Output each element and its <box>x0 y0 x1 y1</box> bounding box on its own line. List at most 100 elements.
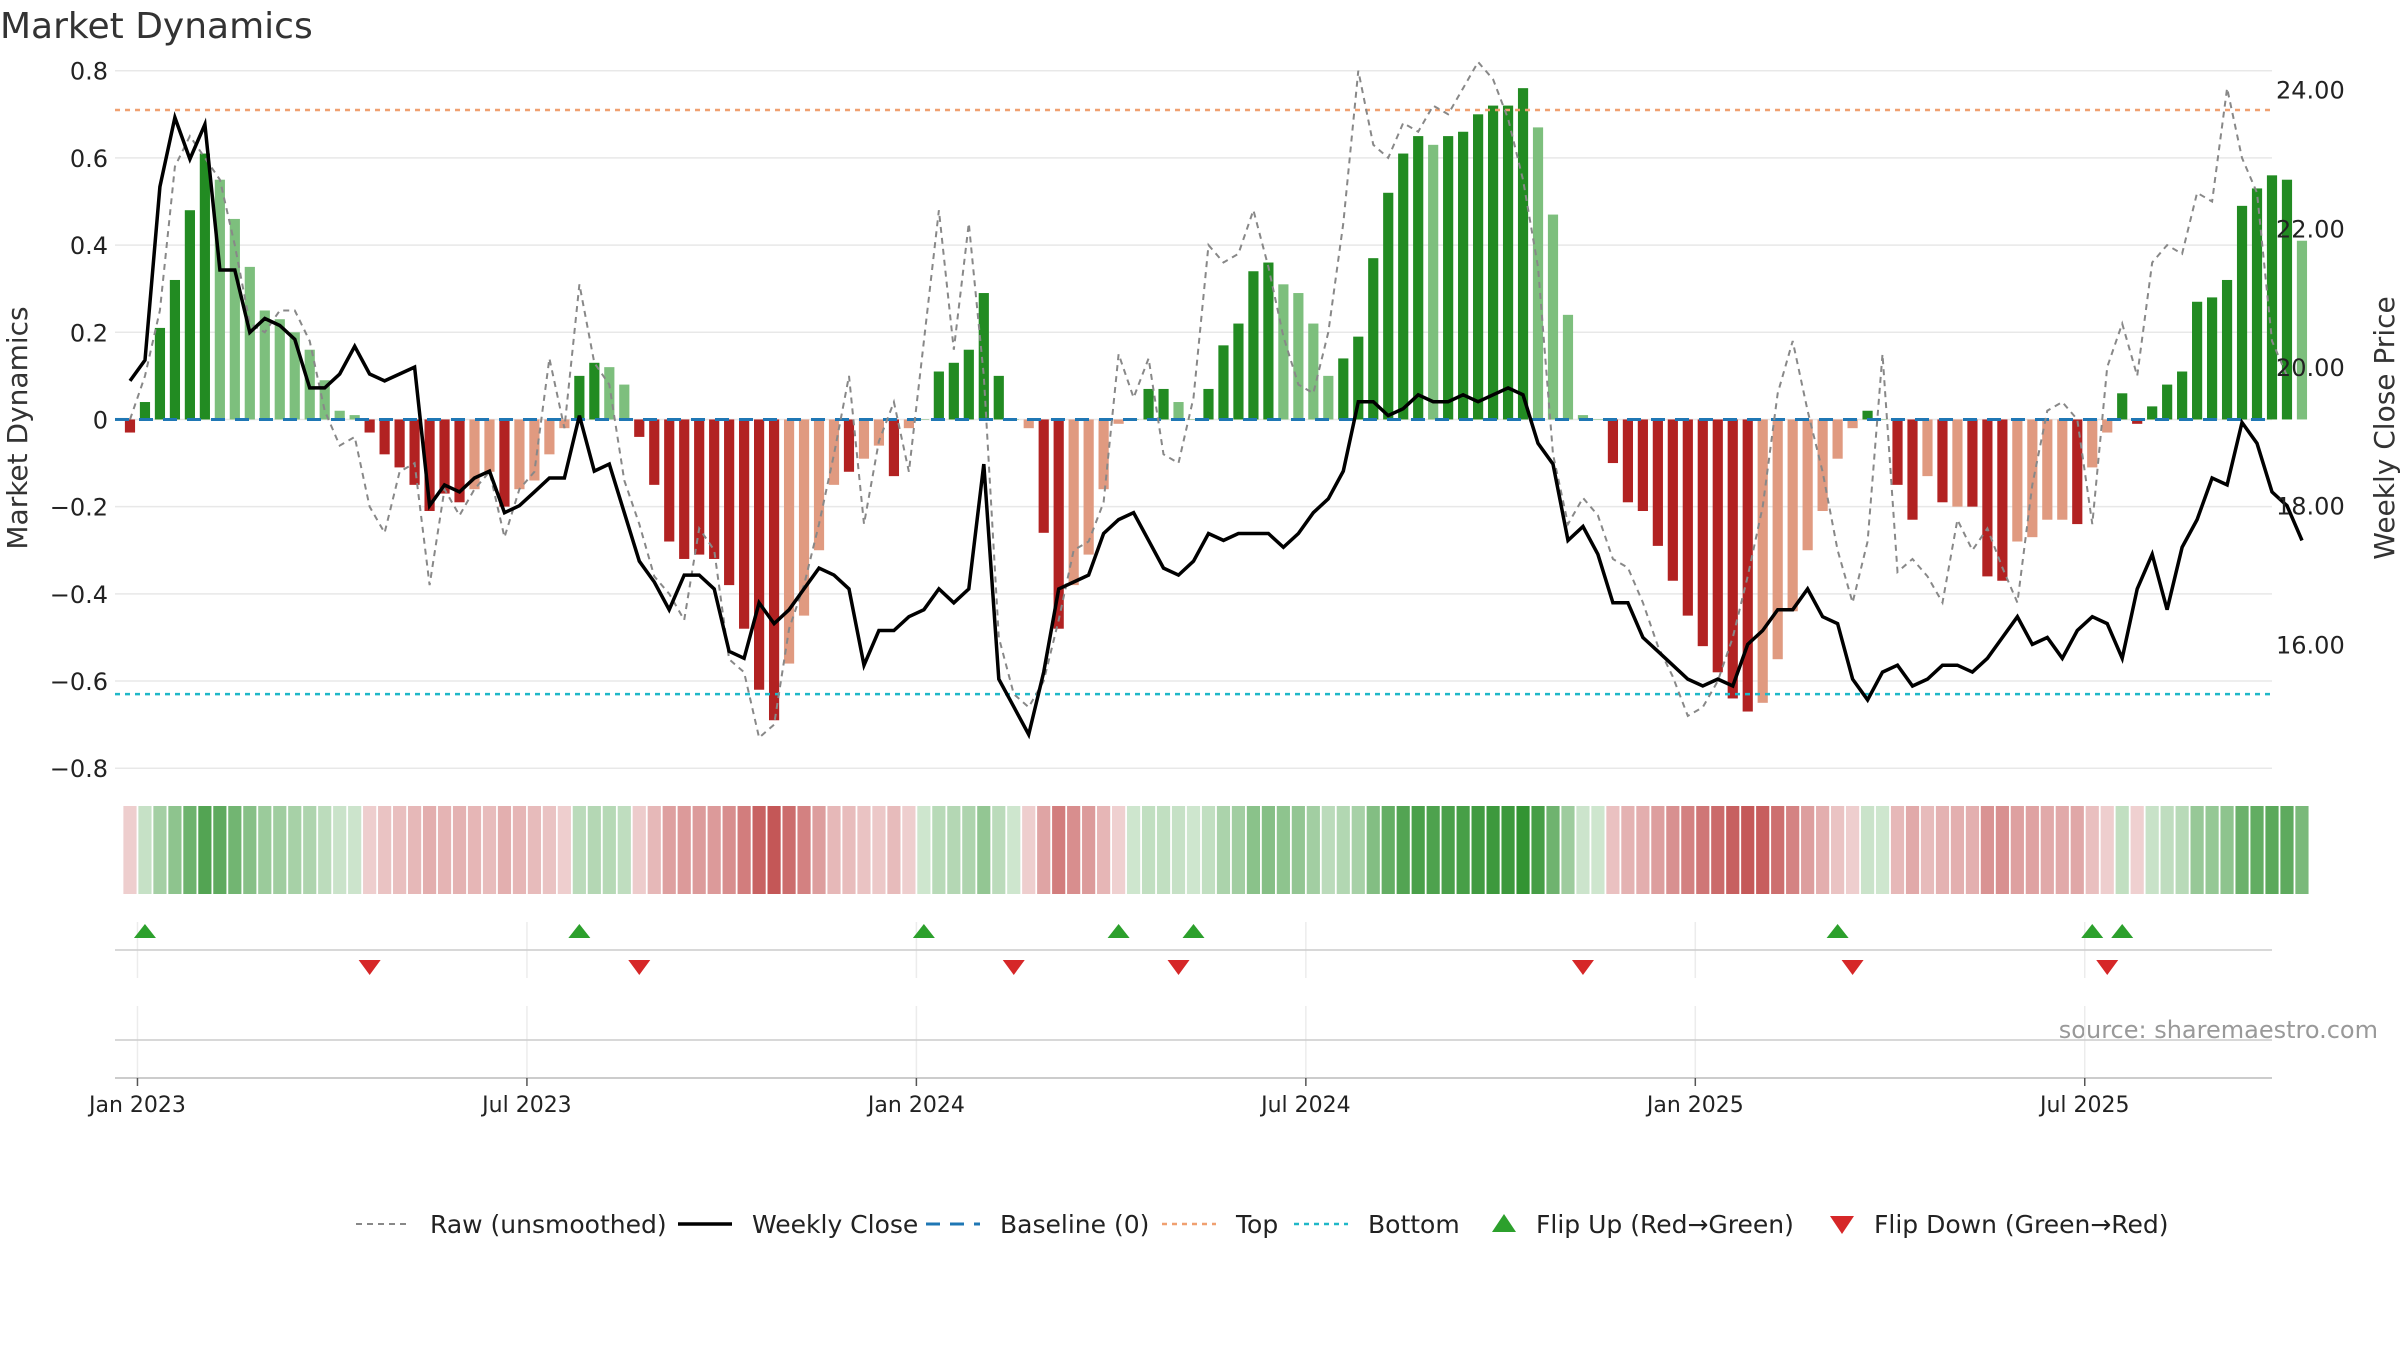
strip-cell <box>1082 806 1096 894</box>
strip-cell <box>1831 806 1845 894</box>
strip-cell <box>1860 806 1875 894</box>
strip-cell <box>1381 806 1395 894</box>
market-dynamics-bar <box>1188 419 1199 420</box>
market-dynamics-bar <box>2206 297 2218 420</box>
market-dynamics-bar <box>2177 371 2188 420</box>
market-dynamics-bar <box>2027 419 2038 538</box>
flip-markers <box>115 922 2272 978</box>
strip-cell <box>1336 806 1350 894</box>
strip-cell <box>1141 806 1156 894</box>
market-dynamics-bar <box>2147 406 2158 420</box>
strip-cell <box>1501 806 1515 894</box>
strip-cell <box>243 806 257 894</box>
market-dynamics-bar <box>544 419 555 455</box>
market-dynamics-bar <box>1368 258 1379 420</box>
flip-down-marker <box>628 960 651 975</box>
strip-cell <box>2025 806 2039 894</box>
market-dynamics-bar <box>1742 419 1753 712</box>
strip-cell <box>1007 806 1021 894</box>
market-dynamics-bar <box>1517 88 1529 420</box>
flip-down-marker <box>1002 960 1025 975</box>
strip-cell <box>887 806 901 894</box>
strip-cell <box>348 806 362 894</box>
strip-cell <box>198 806 212 894</box>
strip-cell <box>1231 806 1246 894</box>
market-dynamics-bar <box>993 375 1004 420</box>
market-dynamics-bar <box>439 419 450 494</box>
strip-cell <box>333 806 347 894</box>
market-dynamics-bar <box>1308 323 1319 420</box>
strip-cell <box>1950 806 1965 894</box>
strip-cell <box>273 806 287 894</box>
market-dynamics-bar <box>1877 419 1888 420</box>
strip-cell <box>1726 806 1740 894</box>
y-left-tick-label: −0.6 <box>50 668 108 696</box>
strip-cell <box>2160 806 2174 894</box>
market-dynamics-bar <box>2132 419 2143 424</box>
market-dynamics-bar <box>1847 419 1858 429</box>
strip-cell <box>842 806 856 894</box>
market-dynamics-bar <box>1473 114 1484 420</box>
market-dynamics-bar <box>1383 192 1394 420</box>
market-dynamics-bar <box>1502 105 1514 420</box>
legend: Raw (unsmoothed) Weekly Close Baseline (0)… <box>356 1210 2169 1239</box>
market-dynamics-bar <box>604 367 615 420</box>
strip-cell <box>527 806 542 894</box>
market-dynamics-bar <box>888 419 900 477</box>
x-tick-label: Jul 2023 <box>480 1093 572 1118</box>
strip-cell <box>1591 806 1605 894</box>
market-dynamics-bar <box>858 419 870 459</box>
y-right-tick-label: 22.00 <box>2276 215 2345 243</box>
market-dynamics-bar <box>1113 419 1124 424</box>
market-dynamics-bar <box>2087 419 2098 468</box>
y-left-tick-label: 0.8 <box>70 58 108 86</box>
market-dynamics-bar <box>1443 136 1454 420</box>
strip-cell <box>1621 806 1635 894</box>
market-dynamics-bar <box>783 419 795 664</box>
market-dynamics-bar <box>2102 419 2113 433</box>
strip-cell <box>1456 806 1470 894</box>
strip-cell <box>1636 806 1650 894</box>
strip-cell <box>2130 806 2144 894</box>
legend-label: Top <box>1235 1210 1278 1239</box>
market-dynamics-bar <box>918 419 929 420</box>
y-left-tick-label: −0.2 <box>50 494 108 522</box>
strip-cell <box>1052 806 1066 894</box>
strip-cell <box>767 806 781 894</box>
strip-cell <box>1097 806 1111 894</box>
strip-cell <box>1995 806 2009 894</box>
market-dynamics-bar <box>1143 388 1154 420</box>
market-dynamics-bar <box>199 153 210 420</box>
strip-cell <box>1681 806 1695 894</box>
strip-cell <box>572 806 586 894</box>
flip-down-marker <box>358 960 381 975</box>
market-dynamics-bar <box>2296 240 2308 420</box>
strip-cell <box>1171 806 1186 894</box>
market-dynamics-bar <box>1083 419 1094 555</box>
market-dynamics-bar <box>1982 419 1993 577</box>
market-dynamics-bar <box>229 218 240 420</box>
strip-cell <box>1711 806 1725 894</box>
strip-cell <box>932 806 946 894</box>
strip-cell <box>1201 806 1216 894</box>
market-dynamics-bar <box>1757 419 1768 703</box>
strip-cell <box>1516 806 1530 894</box>
market-dynamics-bar <box>903 419 914 429</box>
strip-cell <box>303 806 317 894</box>
strip-cell <box>213 806 227 894</box>
market-dynamics-bar <box>1892 419 1903 485</box>
strip-cell <box>2295 806 2309 894</box>
strip-cell <box>407 806 422 894</box>
strip-cell <box>2235 806 2249 894</box>
market-dynamics-bar <box>1263 262 1274 420</box>
market-dynamics-bar <box>2117 393 2128 420</box>
strip-cell <box>437 806 452 894</box>
strip-cell <box>1965 806 1980 894</box>
strip-cell <box>1306 806 1320 894</box>
market-dynamics-bar <box>1173 402 1184 420</box>
flip-down-marker <box>1571 960 1594 975</box>
market-dynamics-bar <box>1697 419 1708 647</box>
strip-cell <box>2100 806 2114 894</box>
gridlines <box>115 69 2272 769</box>
